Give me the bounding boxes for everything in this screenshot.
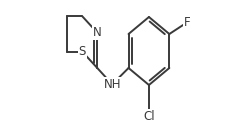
Text: NH: NH xyxy=(103,78,120,91)
Text: F: F xyxy=(183,16,190,29)
Text: S: S xyxy=(78,45,86,58)
Text: Cl: Cl xyxy=(143,110,154,123)
Text: N: N xyxy=(92,26,101,39)
